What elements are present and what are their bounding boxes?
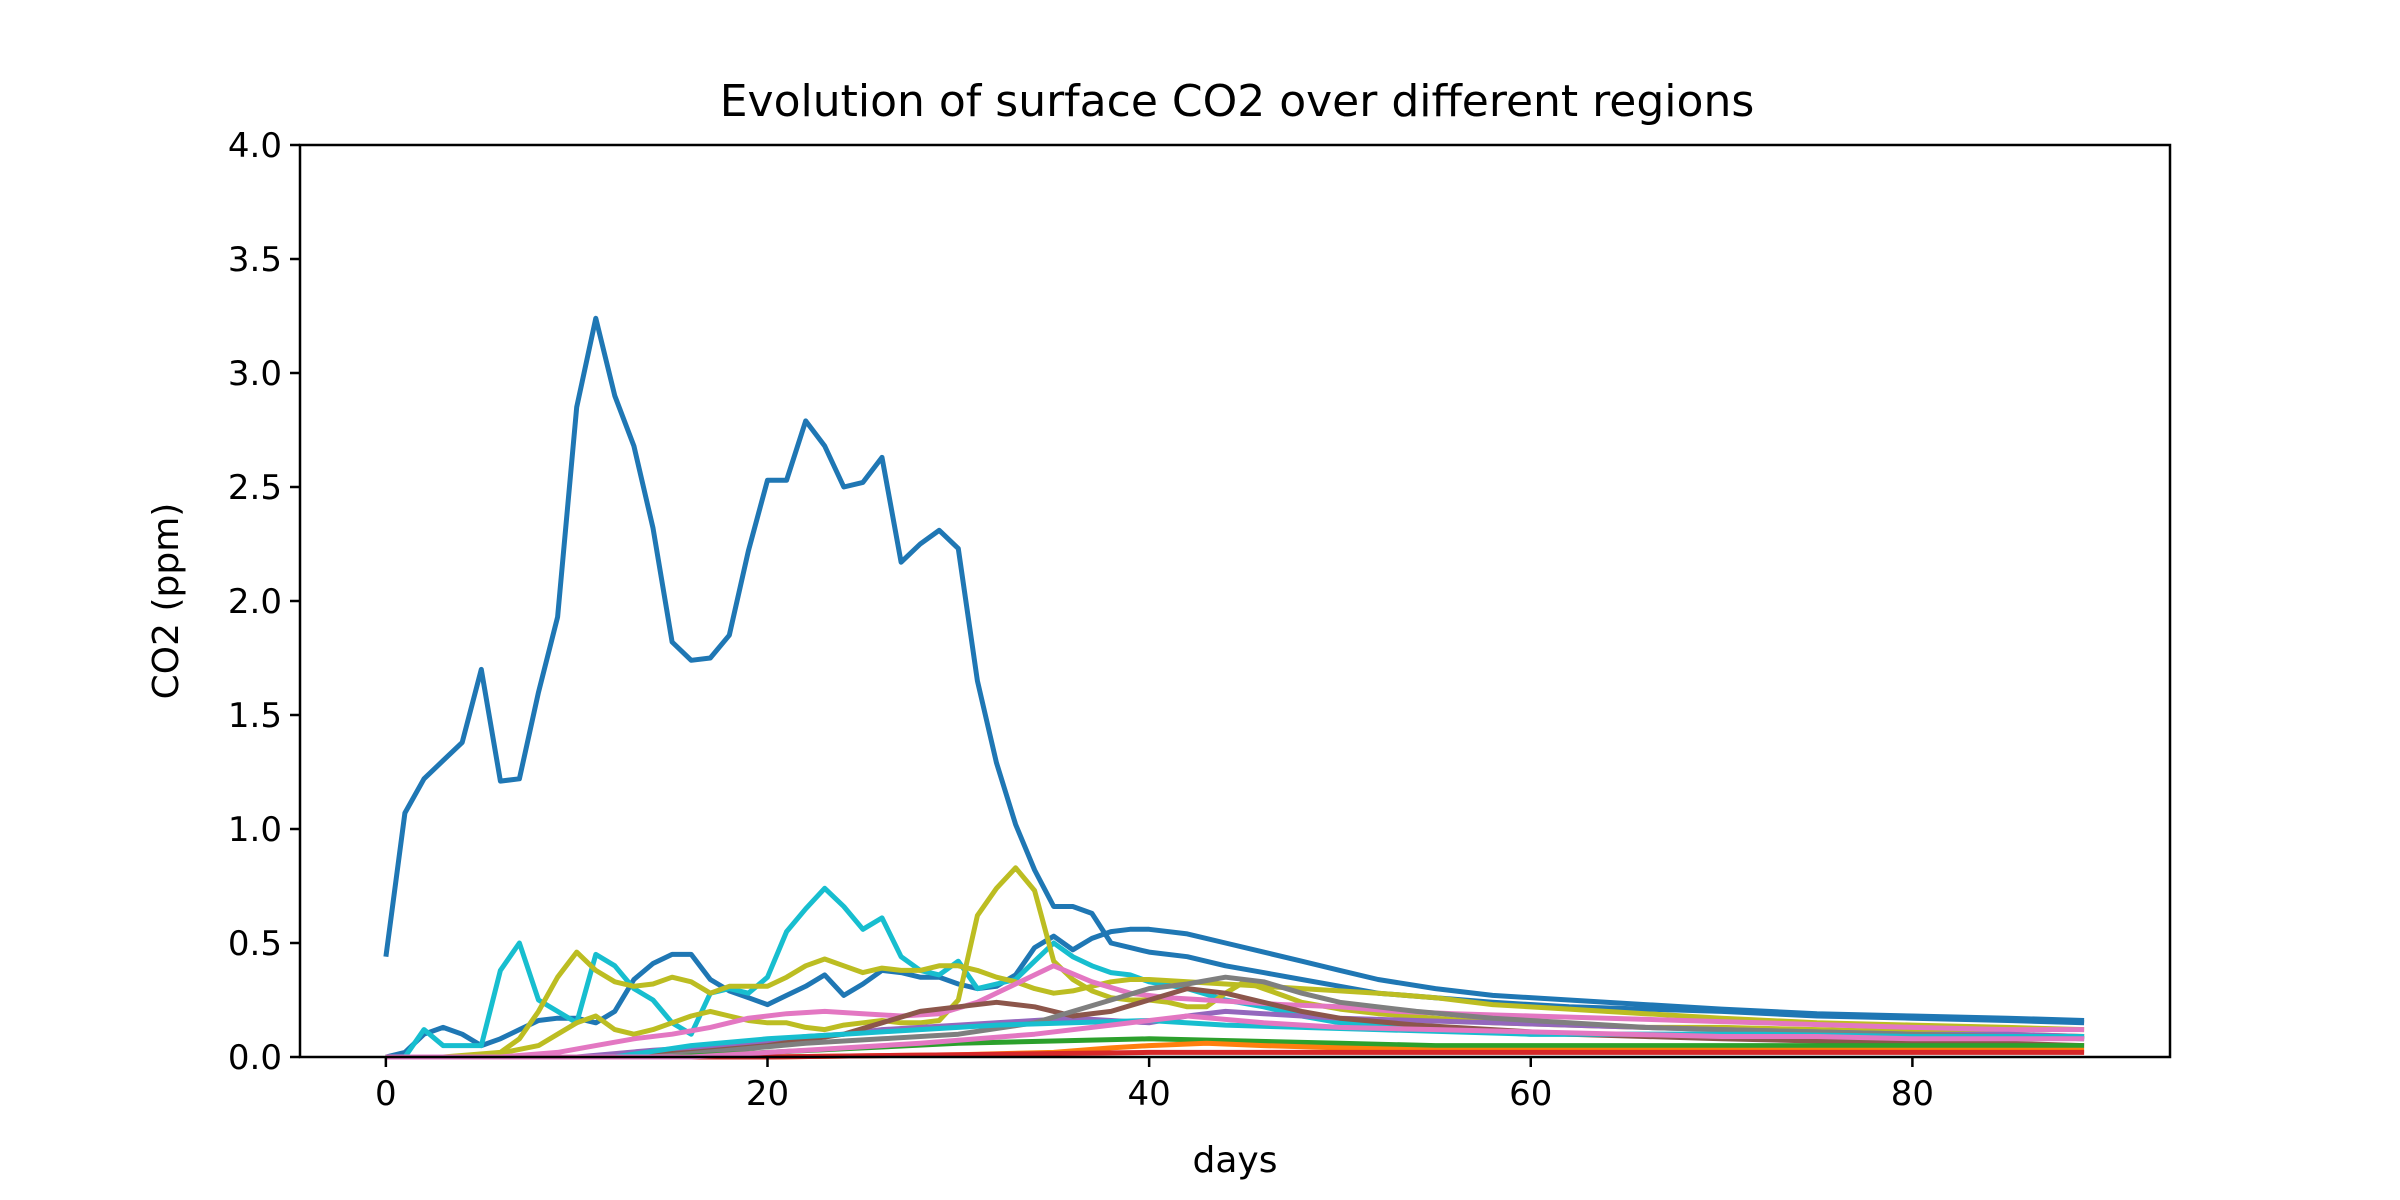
series-line-2 bbox=[385, 926, 2085, 1060]
x-tick-label: 0 bbox=[375, 1074, 397, 1114]
series-line-1 bbox=[383, 315, 2085, 1026]
y-tick-label: 2.5 bbox=[228, 468, 282, 508]
x-tick-label: 60 bbox=[1509, 1074, 1552, 1114]
y-tick-label: 0.0 bbox=[228, 1038, 282, 1078]
y-tick-label: 1.5 bbox=[228, 696, 282, 736]
x-axis: 0 20 40 60 80 bbox=[375, 1057, 1934, 1114]
series-line-9 bbox=[385, 974, 2085, 1060]
series-layer bbox=[383, 315, 2085, 1060]
y-axis: 0.0 0.5 1.0 1.5 2.0 2.5 3.0 3.5 4.0 bbox=[228, 126, 300, 1078]
x-tick-label: 80 bbox=[1891, 1074, 1934, 1114]
x-axis-label: days bbox=[1193, 1140, 1278, 1181]
y-tick-label: 3.0 bbox=[228, 354, 282, 394]
plot-frame bbox=[298, 143, 2172, 1059]
y-tick-label: 2.0 bbox=[228, 582, 282, 622]
series-line-5 bbox=[385, 865, 2085, 1060]
y-tick-label: 3.5 bbox=[228, 240, 282, 280]
y-axis-label: CO2 (ppm) bbox=[146, 503, 187, 700]
chart-title: Evolution of surface CO2 over different … bbox=[720, 76, 1755, 127]
series-line-4 bbox=[385, 949, 2085, 1060]
y-tick-label: 4.0 bbox=[228, 126, 282, 166]
series-line-14 bbox=[385, 1013, 2085, 1060]
x-tick-label: 40 bbox=[1127, 1074, 1170, 1114]
y-tick-label: 1.0 bbox=[228, 810, 282, 850]
y-tick-label: 0.5 bbox=[228, 924, 282, 964]
x-tick-label: 20 bbox=[746, 1074, 789, 1114]
series-line-6 bbox=[385, 963, 2085, 1060]
